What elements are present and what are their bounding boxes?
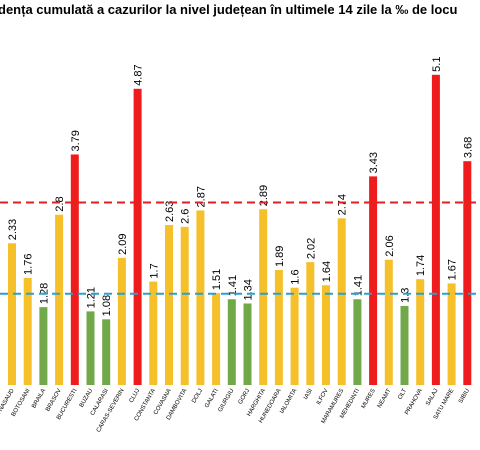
- value-label: 3.43: [368, 152, 380, 173]
- bar: [416, 279, 425, 385]
- value-label: 3.79: [70, 130, 82, 151]
- bar: [70, 154, 79, 385]
- x-tick-label: IALOMITA: [279, 388, 298, 415]
- value-label: 2.09: [117, 233, 129, 254]
- value-label: 1.6: [290, 269, 302, 284]
- value-label: 2.87: [195, 186, 207, 207]
- value-label: 1.74: [415, 255, 427, 276]
- bar: [243, 303, 252, 385]
- bar: [306, 262, 315, 385]
- bar: [39, 307, 48, 385]
- bar: [165, 225, 173, 385]
- x-tick-label: CLUJ: [129, 388, 142, 404]
- bar: [196, 210, 205, 385]
- x-tick-label: SALAJ: [425, 388, 439, 407]
- value-label: 2.8: [54, 196, 66, 211]
- bar: [447, 283, 456, 385]
- x-tick-label: GORJ: [238, 388, 252, 405]
- value-label: 2.06: [384, 235, 396, 256]
- value-label: 1.34: [243, 279, 255, 300]
- chart-title: dența cumulată a cazurilor la nivel jude…: [0, 2, 458, 17]
- bar: [149, 281, 158, 385]
- bar: [274, 270, 283, 385]
- bar: [431, 74, 440, 385]
- bar: [353, 299, 362, 385]
- value-label: 1.41: [352, 275, 364, 296]
- bar: [400, 305, 409, 385]
- value-label: 1.41: [227, 275, 239, 296]
- value-label: 2.63: [164, 201, 176, 222]
- x-tick-label: DOLJ: [191, 388, 204, 404]
- x-tick-label: IASI: [303, 388, 314, 401]
- bar: [290, 287, 299, 385]
- bar: [337, 218, 346, 385]
- bar: [384, 259, 393, 385]
- bar: [212, 293, 221, 385]
- value-label: 1.7: [148, 263, 160, 278]
- x-tick-label: NEAMT: [377, 388, 393, 409]
- bar: [259, 209, 268, 385]
- bar: [86, 311, 95, 385]
- x-tick-label: BUZAU: [79, 388, 94, 409]
- bar: [227, 299, 236, 385]
- bar: [117, 257, 126, 385]
- value-label: 1.89: [274, 246, 286, 267]
- x-tick-label: OLT: [397, 388, 408, 401]
- x-tick-label: SIBIU: [458, 388, 471, 405]
- bar: [55, 214, 64, 385]
- bar: [133, 88, 142, 385]
- x-tick-label: GALATI: [204, 388, 220, 409]
- bar: [102, 319, 111, 385]
- value-label: 2.6: [180, 209, 192, 224]
- x-tick-label: MURES: [361, 388, 377, 410]
- value-label: 1.08: [101, 295, 113, 316]
- x-tick-label: ILFOV: [316, 388, 330, 406]
- value-label: 2.74: [337, 194, 349, 215]
- value-label: 1.64: [321, 261, 333, 282]
- value-label: 3.68: [462, 137, 474, 158]
- bar: [180, 226, 189, 385]
- value-label: 1.67: [447, 259, 459, 280]
- value-label: 1.51: [211, 269, 223, 290]
- value-label: 1.21: [86, 287, 98, 308]
- value-label: 4.87: [133, 64, 145, 85]
- bar: [322, 285, 330, 385]
- value-label: 2.02: [305, 238, 317, 259]
- x-tick-label: BRAILA: [31, 388, 47, 409]
- bar: [369, 176, 378, 385]
- value-label: 5.1: [431, 57, 443, 72]
- value-label: 2.33: [7, 219, 19, 240]
- bar: [23, 277, 32, 385]
- x-tick-label: GIURGIU: [217, 388, 235, 413]
- value-label: 2.89: [258, 185, 270, 206]
- value-label: 1.76: [23, 254, 35, 275]
- value-label: 1.3: [400, 288, 412, 303]
- bar: [463, 161, 472, 385]
- bar: [8, 243, 16, 385]
